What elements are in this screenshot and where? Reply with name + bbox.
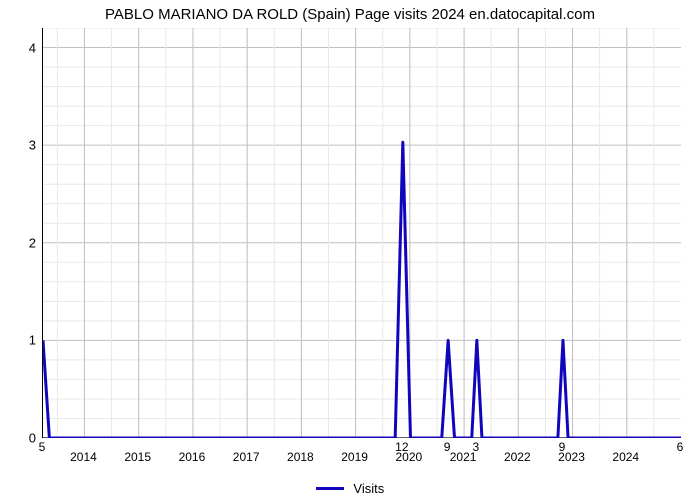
y-tick-label: 4	[6, 40, 36, 55]
x-value-label: 9	[444, 440, 451, 454]
plot-area	[42, 28, 680, 438]
x-year-label: 2018	[287, 450, 314, 464]
x-year-label: 2022	[504, 450, 531, 464]
x-value-label: 9	[559, 440, 566, 454]
y-tick-label: 3	[6, 138, 36, 153]
legend-swatch	[316, 487, 344, 490]
y-tick-label: 2	[6, 235, 36, 250]
chart-container: PABLO MARIANO DA ROLD (Spain) Page visit…	[0, 0, 700, 500]
x-year-label: 2024	[612, 450, 639, 464]
x-year-label: 2019	[341, 450, 368, 464]
legend-label: Visits	[353, 481, 384, 496]
x-value-label: 5	[39, 440, 46, 454]
x-value-label: 12	[395, 440, 408, 454]
y-tick-label: 0	[6, 431, 36, 446]
y-tick-label: 1	[6, 333, 36, 348]
x-value-label: 6	[677, 440, 684, 454]
x-year-label: 2014	[70, 450, 97, 464]
grid-svg	[43, 28, 681, 438]
x-year-label: 2016	[179, 450, 206, 464]
x-year-label: 2017	[233, 450, 260, 464]
x-value-label: 3	[472, 440, 479, 454]
x-year-label: 2015	[124, 450, 151, 464]
legend: Visits	[0, 480, 700, 496]
chart-title: PABLO MARIANO DA ROLD (Spain) Page visit…	[0, 6, 700, 23]
